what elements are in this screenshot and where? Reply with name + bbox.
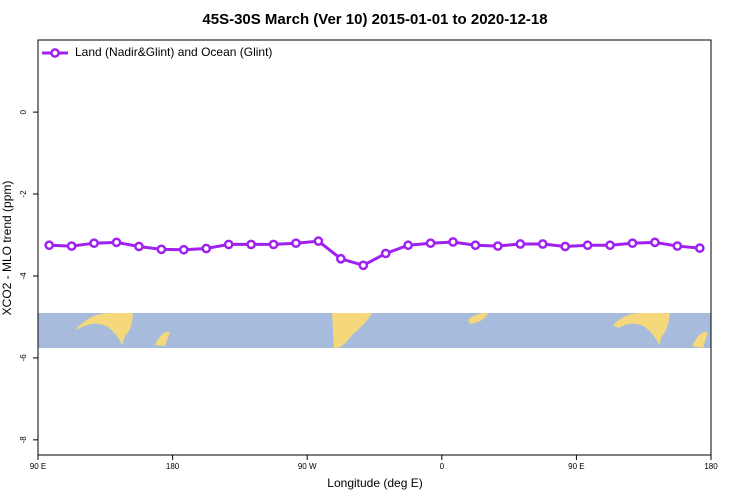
x-tick-label: 90 W <box>298 462 317 471</box>
y-tick-label: 0 <box>19 109 28 114</box>
point <box>336 253 346 264</box>
point <box>537 239 548 249</box>
point <box>358 260 369 271</box>
y-tick-label: -4 <box>19 272 28 280</box>
point <box>694 243 705 253</box>
point <box>89 238 99 249</box>
point <box>44 240 55 251</box>
x-tick-label: 180 <box>166 462 180 471</box>
map-band <box>38 313 711 348</box>
x-tick-label: 90 E <box>568 462 584 471</box>
point <box>291 238 301 249</box>
point <box>134 241 144 252</box>
point <box>425 238 436 249</box>
point <box>268 239 279 250</box>
point <box>403 240 413 251</box>
chart-title: 45S-30S March (Ver 10) 2015-01-01 to 202… <box>202 11 547 28</box>
point <box>313 236 324 247</box>
y-tick-label: -6 <box>19 354 28 362</box>
x-tick-label: 0 <box>440 462 445 471</box>
legend-label: Land (Nadir&Glint) and Ocean (Glint) <box>75 45 272 59</box>
point <box>493 241 503 251</box>
y-tick-label: -2 <box>19 190 28 198</box>
point <box>111 237 122 248</box>
point <box>582 240 593 251</box>
point <box>650 237 660 248</box>
point <box>246 239 256 250</box>
point <box>223 239 234 250</box>
y-tick-label: -8 <box>19 436 28 444</box>
point <box>672 241 683 251</box>
y-axis-label: XCO2 - MLO trend (ppm) <box>0 181 14 316</box>
x-tick-label: 90 E <box>30 462 46 471</box>
plot-frame <box>37 39 712 456</box>
point <box>178 244 189 255</box>
point <box>448 237 458 247</box>
series-line <box>49 239 700 267</box>
point <box>470 240 481 251</box>
legend-marker <box>50 48 60 58</box>
x-axis-label: Longitude (deg E) <box>327 476 422 490</box>
point <box>515 239 526 249</box>
point <box>627 238 638 249</box>
point <box>605 240 615 251</box>
x-tick-label: 180 <box>704 462 718 471</box>
point <box>201 243 212 254</box>
point <box>560 241 571 252</box>
point <box>156 244 167 255</box>
point <box>380 248 391 259</box>
point <box>66 241 77 251</box>
